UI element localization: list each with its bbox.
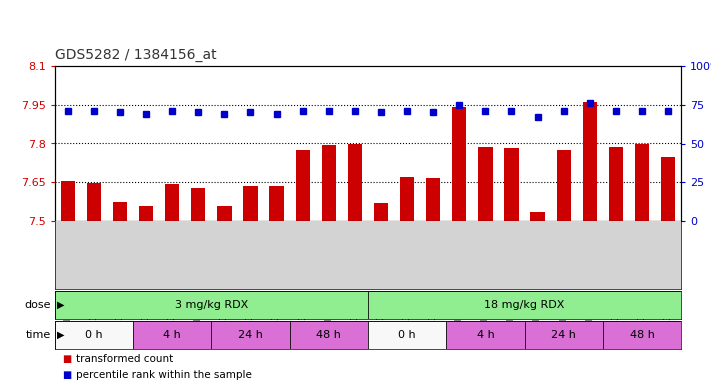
Bar xyxy=(609,147,623,221)
Text: transformed count: transformed count xyxy=(76,354,173,364)
Text: ▶: ▶ xyxy=(57,300,65,310)
Bar xyxy=(191,188,205,221)
Bar xyxy=(321,145,336,221)
Bar xyxy=(557,151,571,221)
Text: 24 h: 24 h xyxy=(551,330,576,340)
Text: time: time xyxy=(26,330,51,340)
Bar xyxy=(603,321,681,349)
Text: ■: ■ xyxy=(62,354,71,364)
Bar xyxy=(269,186,284,221)
Bar xyxy=(55,291,368,319)
Bar xyxy=(447,321,525,349)
Bar xyxy=(289,321,368,349)
Bar xyxy=(243,186,257,221)
Text: 0 h: 0 h xyxy=(398,330,416,340)
Bar xyxy=(479,147,493,221)
Bar xyxy=(55,321,133,349)
Bar xyxy=(139,206,154,221)
Text: 4 h: 4 h xyxy=(164,330,181,340)
Text: GDS5282 / 1384156_at: GDS5282 / 1384156_at xyxy=(55,48,216,62)
Bar xyxy=(60,181,75,221)
Text: 3 mg/kg RDX: 3 mg/kg RDX xyxy=(175,300,248,310)
Text: 4 h: 4 h xyxy=(476,330,494,340)
Text: percentile rank within the sample: percentile rank within the sample xyxy=(76,370,252,380)
Text: 48 h: 48 h xyxy=(316,330,341,340)
Text: 0 h: 0 h xyxy=(85,330,102,340)
Text: 18 mg/kg RDX: 18 mg/kg RDX xyxy=(484,300,565,310)
Text: 48 h: 48 h xyxy=(629,330,654,340)
Bar xyxy=(211,321,289,349)
Bar xyxy=(530,212,545,221)
Bar xyxy=(348,144,362,221)
Bar xyxy=(374,203,388,221)
Bar xyxy=(504,148,518,221)
Bar xyxy=(452,108,466,221)
Bar xyxy=(113,202,127,221)
Bar xyxy=(87,183,101,221)
Bar xyxy=(426,177,440,221)
Bar xyxy=(525,321,603,349)
Bar xyxy=(661,157,675,221)
Text: ▶: ▶ xyxy=(57,330,65,340)
Bar xyxy=(218,206,232,221)
Bar xyxy=(296,150,310,221)
Text: ■: ■ xyxy=(62,370,71,380)
Bar xyxy=(400,177,415,221)
Bar xyxy=(582,102,597,221)
Text: dose: dose xyxy=(25,300,51,310)
Bar xyxy=(368,321,447,349)
Bar xyxy=(368,291,681,319)
Bar xyxy=(165,184,179,221)
Bar xyxy=(635,144,649,221)
Bar xyxy=(133,321,211,349)
Text: 24 h: 24 h xyxy=(238,330,263,340)
